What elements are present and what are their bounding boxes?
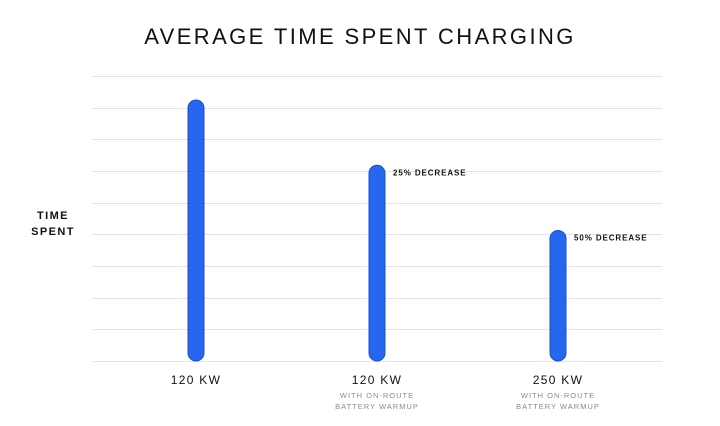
bar [187,99,205,362]
x-tick-sublabel: WITH ON-ROUTE [521,391,595,400]
x-tick-label: 120 KW [171,373,222,387]
bar [549,230,567,362]
chart-title: AVERAGE TIME SPENT CHARGING [144,24,576,49]
x-tick-sublabel: BATTERY WARMUP [335,402,419,411]
x-tick-label: 120 KW [352,373,403,387]
bar [368,164,386,362]
data-label: 25% DECREASE [393,168,467,177]
x-tick-label: 250 KW [533,373,584,387]
x-tick-sublabel: WITH ON-ROUTE [340,391,414,400]
x-tick-sublabel: BATTERY WARMUP [516,402,600,411]
data-label: 50% DECREASE [574,234,648,243]
y-axis-label: TIME SPENT [31,210,75,238]
